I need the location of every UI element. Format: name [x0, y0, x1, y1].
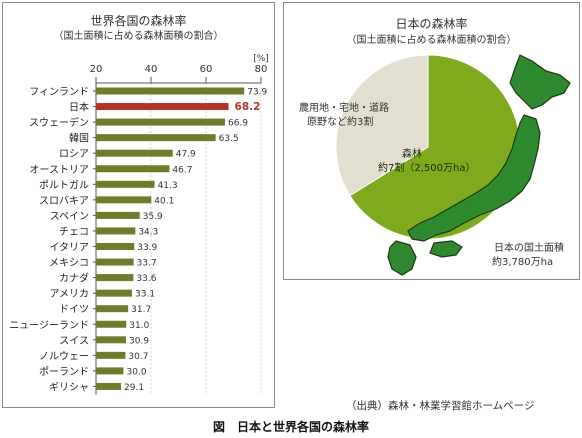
bar [96, 367, 124, 375]
x-tick-label: 20 [90, 64, 103, 75]
bar-value-label: 33.7 [137, 259, 157, 269]
hokkaido-shape [509, 54, 571, 110]
bar [96, 118, 225, 126]
category-label: メキシコ [49, 258, 89, 269]
pie-slice [335, 54, 429, 197]
forest-rate-bar-chart-panel: 世界各国の森林率 （国土面積に占める森林面積の割合） 20 40 60 80 [%] フィ… [2, 2, 275, 408]
japan-area-label-line1: 日本の国土面積 [494, 243, 564, 254]
bar-value-label: 41.3 [158, 181, 178, 191]
bar [96, 336, 126, 344]
bar [96, 258, 134, 266]
category-label: ポーランド [39, 366, 89, 378]
pie-other-label-line2: 原野など約3割 [307, 117, 374, 128]
kyushu-shape [387, 240, 417, 276]
bar [96, 87, 245, 95]
category-label: オーストリア [30, 164, 90, 176]
category-label: ニュージーランド [9, 319, 89, 331]
bar [96, 382, 122, 390]
category-label: ドイツ [59, 305, 89, 316]
pie-chart-subtitle: （国土面積に占める森林面積の割合） [346, 35, 517, 46]
figure-caption: 図 日本と世界各国の森林率 [212, 420, 369, 434]
bar-value-label: 30.9 [129, 336, 149, 346]
bar [96, 149, 173, 157]
pie-chart [335, 54, 571, 276]
bar-value-label: 34.3 [138, 227, 158, 237]
bar-value-label: 73.9 [247, 88, 267, 98]
shikoku-shape [429, 240, 463, 258]
category-label: スイス [59, 336, 89, 347]
bar-value-label: 30.0 [127, 367, 147, 377]
bar-chart-title: 世界各国の森林率 [90, 14, 187, 28]
category-label: スウェーデン [29, 116, 89, 129]
honshu-shape [407, 114, 541, 242]
bar [96, 227, 136, 235]
category-label: カナダ [59, 272, 89, 285]
bar-value-label: 46.7 [172, 165, 192, 175]
bar-value-label: 68.2 [235, 101, 261, 113]
source-note: （出典）森林・林業学習館ホームページ [346, 400, 535, 412]
bar-value-label: 33.1 [135, 290, 155, 300]
bar-value-label: 33.6 [136, 274, 156, 284]
japan-forest-rate-panel: 日本の森林率 （国土面積に占める森林面積の割合） 森林 約7割（2,500万ha… [283, 2, 580, 280]
category-label: アメリカ [50, 288, 90, 300]
bar [96, 274, 134, 282]
pie-forest-label-line2: 約7割（2,500万ha） [378, 163, 476, 174]
bar [96, 320, 127, 328]
bar [96, 180, 155, 188]
category-label: ギリシャ [49, 381, 89, 393]
bar-chart: 20 40 60 80[%] フィンランド 73.9 日本 68.2 スウェーデン 66.9 韓国 6… [9, 54, 269, 395]
bar-value-label: 31.7 [131, 305, 151, 315]
x-tick-label: 60 [200, 64, 213, 75]
bar [96, 243, 135, 250]
bar-value-label: 40.1 [154, 196, 174, 206]
bar-value-label: 31.0 [129, 321, 149, 331]
category-label: ポルトガル [39, 179, 89, 191]
pie-other-label-line1: 農用地・宅地・道路 [299, 103, 389, 114]
category-label: 日本 [69, 101, 89, 114]
category-label: チェコ [59, 226, 89, 238]
x-unit-label: [%] [253, 54, 269, 64]
bar [96, 289, 133, 297]
bar [96, 103, 229, 111]
category-label: イタリア [49, 242, 89, 254]
bar-value-label: 47.9 [176, 150, 196, 160]
bar-value-label: 63.5 [219, 134, 239, 144]
category-label: スペイン [50, 211, 89, 222]
category-label: ノルウェー [39, 350, 89, 362]
bar-value-label: 29.1 [124, 383, 144, 393]
pie-forest-label-line1: 森林 [402, 149, 422, 160]
bar-chart-subtitle: （国土面積に占める森林面積の割合） [53, 31, 224, 42]
bar [96, 351, 126, 359]
bar-value-label: 33.9 [137, 243, 157, 253]
category-label: スロバキア [39, 195, 89, 207]
category-label: フィンランド [29, 86, 89, 98]
x-tick-label: 80 [255, 64, 268, 75]
bar-value-label: 30.7 [128, 352, 148, 362]
pie-chart-title: 日本の森林率 [395, 17, 468, 31]
bar [96, 305, 129, 313]
category-label: 韓国 [69, 133, 89, 145]
x-tick-label: 40 [145, 64, 158, 75]
bar-value-label: 66.9 [228, 119, 248, 129]
japan-area-label-line2: 約3,780万ha [492, 257, 554, 268]
japan-map-illustration [387, 54, 571, 276]
bar [96, 134, 216, 142]
category-label: ロシア [59, 149, 89, 160]
bar [96, 196, 152, 204]
bar [96, 211, 140, 219]
bar-value-label: 35.9 [143, 212, 163, 222]
bar [96, 165, 170, 173]
